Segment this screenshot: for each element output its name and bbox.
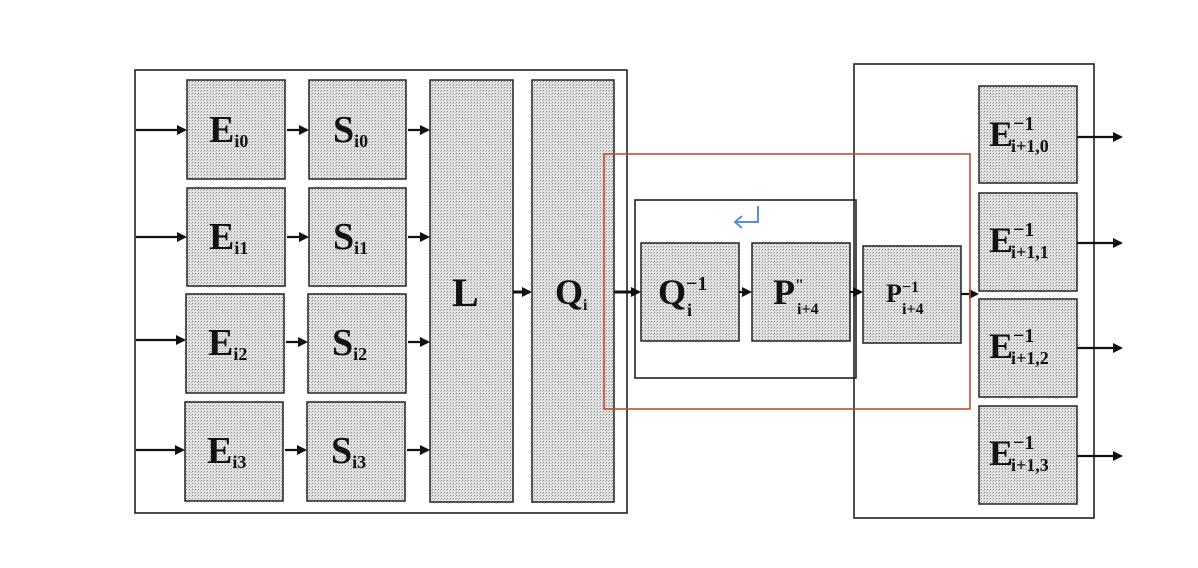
s-block-3-label: Si3: [331, 430, 366, 472]
s-block-3: [306, 401, 406, 502]
out-block-1-sub: i+1,1: [1011, 242, 1049, 262]
q-inverse-label: Q−1: [658, 272, 707, 312]
out-block-0: [978, 85, 1078, 184]
e-block-0-label: Ei0: [209, 109, 248, 151]
out-block-2-sub: i+1,2: [1011, 348, 1049, 368]
s-block-2: [307, 293, 407, 394]
return-arrow-icon: [733, 206, 759, 229]
e-block-3: [184, 401, 284, 502]
s-block-0: [308, 79, 407, 180]
p-inverse-block: [862, 245, 962, 344]
e-block-2-label: Ei2: [208, 322, 247, 364]
out-block-0-sub: i+1,0: [1011, 136, 1049, 156]
s-block-1: [308, 187, 407, 287]
out-block-3-label: E−1: [989, 432, 1034, 473]
out-block-1: [978, 192, 1078, 292]
q-block: [531, 79, 615, 503]
out-block-2: [978, 298, 1078, 398]
e-block-0: [186, 79, 286, 180]
out-block-3: [978, 405, 1078, 505]
s-block-1-label: Si1: [333, 216, 368, 258]
e-block-2: [185, 293, 285, 394]
e-to-s-arrows: [285, 125, 309, 455]
s-to-l-arrows: [407, 125, 430, 455]
p-double-prime-label: P": [773, 272, 804, 312]
p-inverse-sub: i+4: [902, 301, 924, 318]
out-block-3-sub: i+1,3: [1011, 455, 1049, 475]
s-block-0-label: Si0: [333, 109, 368, 151]
out-block-0-label: E−1: [989, 113, 1034, 154]
p-inverse-label: P−1: [886, 279, 919, 308]
q-inverse-sub: i: [687, 300, 692, 320]
output-arrows: [1077, 132, 1123, 461]
l-block: [429, 79, 514, 503]
out-block-2-label: E−1: [989, 325, 1034, 366]
selection-highlight: [603, 153, 971, 410]
l-block-label: L: [452, 270, 479, 315]
s-block-2-label: Si2: [332, 322, 367, 364]
out-block-1-label: E−1: [989, 219, 1034, 260]
e-block-3-label: Ei3: [207, 430, 246, 472]
e-block-1-label: Ei1: [209, 216, 248, 258]
input-arrows: [136, 125, 187, 455]
e-block-1: [186, 187, 286, 287]
p-double-prime-sub: i+4: [797, 301, 819, 318]
q-block-label: Qi: [555, 272, 588, 314]
